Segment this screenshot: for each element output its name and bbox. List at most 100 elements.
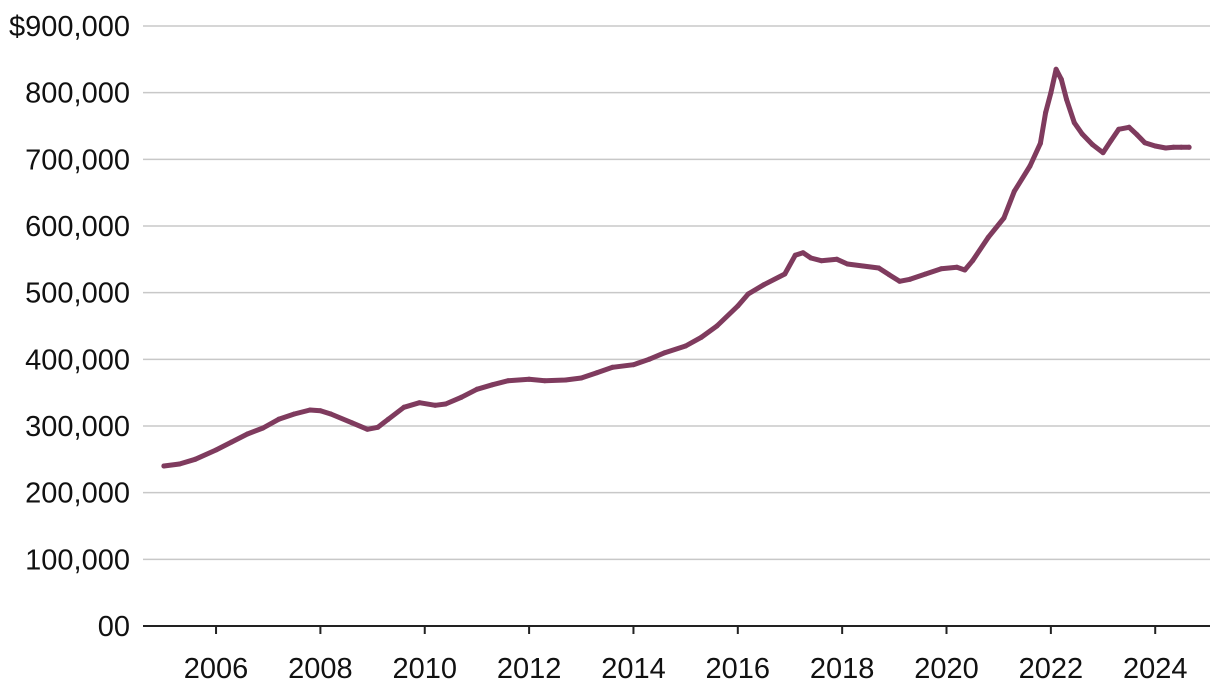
data-point (307, 407, 313, 413)
data-point (1108, 138, 1114, 144)
data-point (1142, 140, 1148, 146)
data-point (745, 291, 751, 297)
data-point (844, 261, 850, 267)
x-tick-label: 2018 (810, 653, 875, 685)
data-point (985, 234, 991, 240)
data-point (1011, 188, 1017, 194)
data-point (375, 424, 381, 430)
data-point (192, 456, 198, 462)
data-point (761, 282, 767, 288)
data-point (698, 334, 704, 340)
data-point (1071, 120, 1077, 126)
data-point (714, 323, 720, 329)
data-point (526, 376, 532, 382)
data-point (1053, 66, 1059, 72)
data-point (907, 276, 913, 282)
x-tick-label: 2008 (288, 653, 353, 685)
data-point (1186, 144, 1192, 150)
data-point (808, 255, 814, 261)
x-tick-label: 2006 (184, 653, 249, 685)
data-point (1043, 110, 1049, 116)
gridlines (143, 25, 1210, 561)
data-point (782, 271, 788, 277)
data-point (683, 343, 689, 349)
data-point (1048, 90, 1054, 96)
data-point (317, 408, 323, 414)
data-point (834, 256, 840, 262)
data-point (417, 400, 422, 406)
x-tick-label: 2024 (1123, 653, 1188, 685)
data-point (1134, 132, 1140, 138)
y-tick-label: 400,000 (25, 344, 130, 376)
y-tick-label: 300,000 (25, 411, 130, 443)
data-point (1079, 131, 1085, 137)
series-line (161, 66, 1192, 469)
data-point (474, 386, 480, 392)
x-tick-label: 2020 (914, 653, 979, 685)
data-point (578, 375, 584, 381)
data-point (1027, 163, 1033, 169)
data-point (1178, 144, 1184, 150)
data-point (432, 402, 438, 408)
y-tick-label: 200,000 (25, 478, 130, 510)
data-point (490, 382, 496, 388)
data-point (818, 258, 824, 264)
data-point (1116, 126, 1122, 132)
data-point (886, 272, 892, 278)
data-point (542, 378, 548, 384)
data-point (1037, 140, 1043, 146)
data-point (897, 278, 903, 284)
data-point (401, 404, 407, 410)
y-tick-label: 800,000 (25, 78, 130, 110)
y-tick-label: 100,000 (25, 544, 130, 576)
data-point (970, 258, 976, 264)
data-point (962, 267, 968, 273)
data-point (443, 401, 449, 407)
data-point (328, 411, 334, 417)
y-tick-label: 500,000 (25, 278, 130, 310)
data-point (792, 252, 798, 258)
x-tick-label: 2012 (497, 653, 562, 685)
data-point (244, 431, 250, 437)
x-axis: 2006 2008 2010 2012 2014 2016 2018 2020 2022 2024 (143, 625, 1210, 685)
y-axis-tick-labels: 00 100,000 200,000 300,000 400,000 500,000 600… (9, 11, 130, 643)
data-point (385, 416, 391, 422)
data-point (505, 378, 511, 384)
x-tick-label: 2022 (1019, 653, 1084, 685)
data-point (876, 265, 882, 271)
data-point (610, 364, 616, 370)
y-tick-label: $900,000 (9, 11, 130, 43)
data-point (1163, 145, 1169, 151)
y-tick-label: 600,000 (25, 211, 130, 243)
data-point (1090, 142, 1096, 148)
data-point (938, 266, 944, 272)
data-point (364, 426, 370, 432)
y-tick-label: 00 (98, 611, 130, 643)
x-tick-label: 2014 (601, 653, 666, 685)
data-point (291, 411, 297, 417)
data-point (349, 420, 355, 426)
data-point (631, 362, 636, 368)
data-point (161, 463, 167, 469)
data-point (735, 303, 741, 309)
data-point (1100, 150, 1106, 156)
data-point (260, 425, 266, 431)
data-point (1001, 215, 1007, 221)
data-point (662, 350, 668, 356)
series-layer (161, 66, 1192, 469)
data-point (1126, 124, 1132, 130)
data-point (800, 250, 806, 256)
data-point (229, 439, 235, 445)
data-point (458, 394, 464, 400)
data-point (954, 264, 960, 270)
data-point (563, 377, 569, 383)
data-point (594, 370, 600, 376)
data-point (1171, 144, 1176, 150)
data-point (276, 416, 282, 422)
data-point (646, 356, 652, 362)
x-tick-label: 2016 (706, 653, 771, 685)
data-point (1152, 143, 1158, 149)
data-point (177, 461, 182, 467)
data-point (923, 271, 929, 277)
y-tick-label: 700,000 (25, 144, 130, 176)
